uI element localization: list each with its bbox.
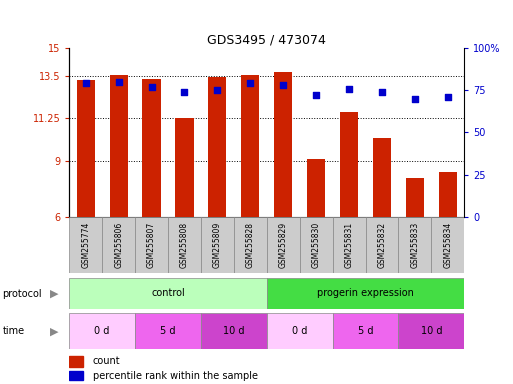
Bar [69,371,83,380]
Point [114,79,123,85]
Bar [431,217,464,273]
Bar [439,172,457,217]
Bar [201,217,234,273]
Text: GSM255809: GSM255809 [213,222,222,268]
Bar [76,80,95,217]
Text: GSM255774: GSM255774 [81,222,90,268]
Text: GSM255806: GSM255806 [114,222,123,268]
Text: 0 d: 0 d [292,326,307,336]
Point [147,84,155,90]
Bar [300,217,332,273]
Bar [365,217,399,273]
Bar [241,75,260,217]
Bar [332,313,399,349]
Bar [399,217,431,273]
Bar [201,313,267,349]
Bar [340,112,358,217]
Bar [69,278,267,309]
Bar [267,217,300,273]
Point [246,80,254,86]
Bar [399,313,464,349]
Text: GSM255832: GSM255832 [378,222,386,268]
Bar [332,217,365,273]
Text: percentile rank within the sample: percentile rank within the sample [93,371,258,381]
Text: GSM255833: GSM255833 [410,222,420,268]
Point [312,92,320,98]
Text: 0 d: 0 d [94,326,110,336]
Bar [168,217,201,273]
Text: ▶: ▶ [50,289,59,299]
Point [444,94,452,100]
Text: GSM255831: GSM255831 [345,222,353,268]
Text: GSM255808: GSM255808 [180,222,189,268]
Bar [135,217,168,273]
Point [411,96,419,102]
Text: 10 d: 10 d [421,326,442,336]
Bar [135,313,201,349]
Text: GSM255834: GSM255834 [443,222,452,268]
Bar [143,79,161,217]
Point [279,82,287,88]
Text: control: control [151,288,185,298]
Text: protocol: protocol [3,289,42,299]
Bar [69,356,83,367]
Text: GSM255830: GSM255830 [311,222,321,268]
Bar [110,75,128,217]
Bar [267,313,332,349]
Bar [69,313,135,349]
Title: GDS3495 / 473074: GDS3495 / 473074 [207,34,326,47]
Text: 5 d: 5 d [160,326,176,336]
Bar [406,177,424,217]
Point [82,80,90,86]
Bar [234,217,267,273]
Bar [208,77,226,217]
Point [378,89,386,95]
Point [181,89,189,95]
Point [345,86,353,92]
Text: GSM255807: GSM255807 [147,222,156,268]
Point [213,87,222,93]
Text: time: time [3,326,25,336]
Text: progerin expression: progerin expression [317,288,414,298]
Text: ▶: ▶ [50,326,59,336]
Bar [175,118,193,217]
Bar [307,159,325,217]
Bar [373,138,391,217]
Text: 10 d: 10 d [223,326,245,336]
Bar [267,278,464,309]
Text: GSM255828: GSM255828 [246,222,255,268]
Text: count: count [93,356,121,366]
Bar [102,217,135,273]
Bar [274,73,292,217]
Text: 5 d: 5 d [358,326,373,336]
Bar [69,217,102,273]
Text: GSM255829: GSM255829 [279,222,288,268]
